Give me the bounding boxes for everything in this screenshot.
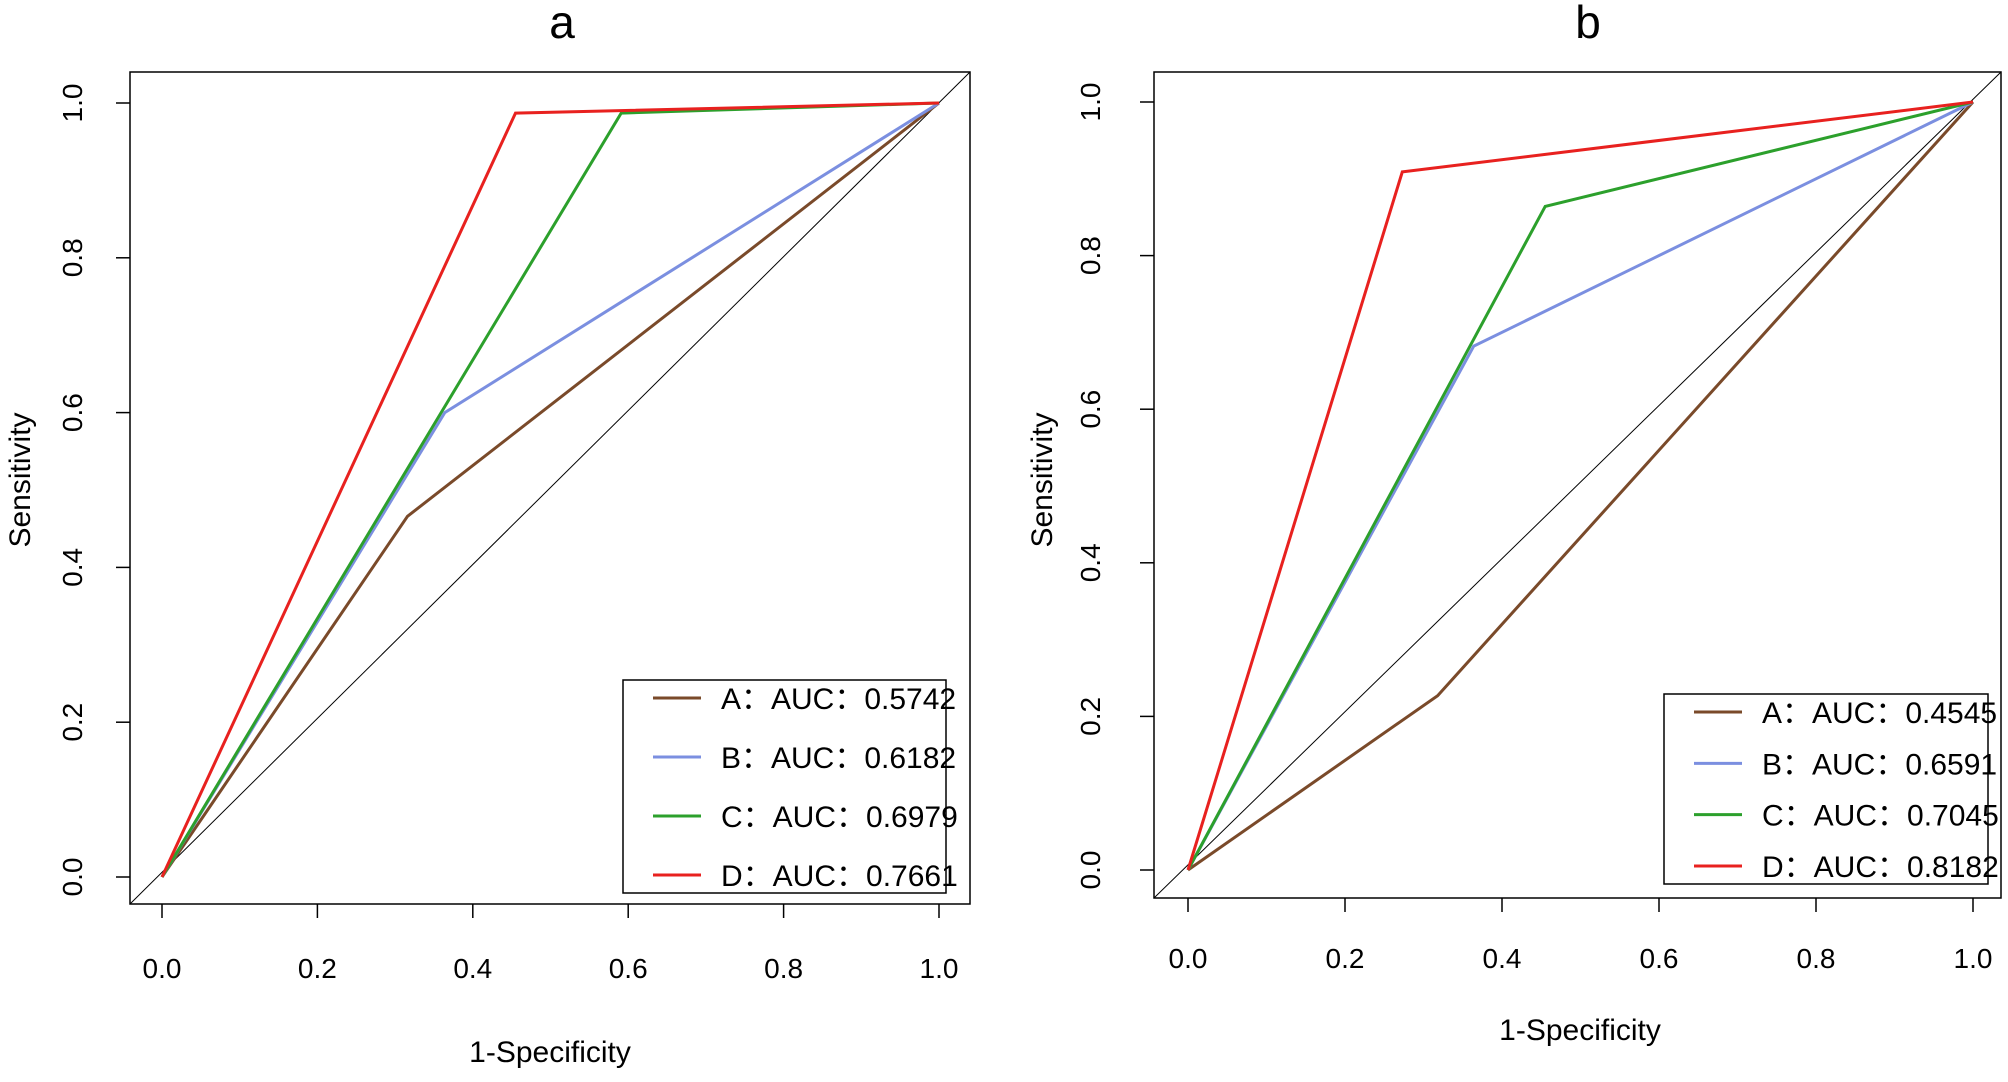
y-tick-label: 0.2 bbox=[57, 703, 88, 742]
y-tick-label: 0.2 bbox=[1075, 697, 1106, 736]
legend-entry: C：AUC：0.6979 bbox=[721, 801, 958, 834]
legend-box bbox=[1663, 693, 1989, 885]
x-tick-label: 0.4 bbox=[1483, 943, 1522, 974]
plot-frame bbox=[129, 71, 971, 905]
legend-box bbox=[622, 679, 947, 894]
x-tick-label: 0.0 bbox=[1169, 943, 1208, 974]
panel-title: b bbox=[1575, 0, 1601, 48]
y-tick-label: 0.4 bbox=[1075, 543, 1106, 582]
y-axis-label: Sensitivity bbox=[4, 412, 37, 547]
y-tick-label: 0.0 bbox=[57, 858, 88, 897]
x-tick-label: 1.0 bbox=[1954, 943, 1993, 974]
roc-panel-b: b 0.0 0.2 0.4 0.6 0.8 1.0 0.0 0.2 0.4 0.6 0.8 1.0 1-S… bbox=[1026, 0, 2002, 1047]
legend: A：AUC：0.4545 B：AUC：0.6591 C：AUC：0.7045 D：AU… bbox=[1663, 693, 1999, 885]
x-tick-label: 1.0 bbox=[920, 953, 959, 984]
x-tick-label: 0.8 bbox=[764, 953, 803, 984]
y-tick-label: 0.4 bbox=[57, 548, 88, 587]
y-tick-label: 1.0 bbox=[57, 84, 88, 123]
x-tick-label: 0.6 bbox=[609, 953, 648, 984]
x-tick-label: 0.2 bbox=[1326, 943, 1365, 974]
y-tick-label: 0.6 bbox=[57, 393, 88, 432]
roc-line-series-4 bbox=[160, 101, 940, 878]
roc-line-series-3 bbox=[1186, 100, 1974, 871]
legend-entry: A：AUC：0.4545 bbox=[1762, 697, 1997, 730]
legend: A：AUC：0.5742 B：AUC：0.6182 C：AUC：0.6979 D：AU… bbox=[622, 679, 958, 894]
y-tick-label: 1.0 bbox=[1075, 83, 1106, 122]
plot-frame bbox=[1153, 71, 2002, 899]
y-tick-label: 0.6 bbox=[1075, 390, 1106, 429]
panel-title: a bbox=[549, 0, 575, 48]
roc-panel-a: a 0.0 0.2 0.4 0.6 0.8 1.0 0.0 0.2 0.4 0.6 0.8 1.0 1-S… bbox=[4, 0, 971, 1069]
reference-diagonal bbox=[129, 71, 971, 905]
x-tick-label: 0.4 bbox=[453, 953, 492, 984]
legend-entry: A：AUC：0.5742 bbox=[721, 683, 956, 716]
legend-entry: C：AUC：0.7045 bbox=[1762, 800, 1999, 833]
x-tick-label: 0.8 bbox=[1797, 943, 1836, 974]
y-tick-label: 0.8 bbox=[57, 238, 88, 277]
y-tick-label: 0.8 bbox=[1075, 236, 1106, 275]
legend-entry: B：AUC：0.6182 bbox=[721, 742, 956, 775]
roc-line-series-4 bbox=[1186, 100, 1974, 871]
legend-entry: D：AUC：0.8182 bbox=[1762, 851, 1999, 884]
legend-entry: B：AUC：0.6591 bbox=[1762, 748, 1997, 781]
x-axis-label: 1-Specificity bbox=[469, 1036, 631, 1069]
x-tick-label: 0.0 bbox=[143, 953, 182, 984]
reference-diagonal bbox=[1153, 71, 2002, 899]
x-tick-label: 0.2 bbox=[298, 953, 337, 984]
y-axis-label: Sensitivity bbox=[1026, 412, 1059, 547]
x-tick-label: 0.6 bbox=[1640, 943, 1679, 974]
roc-line-series-1 bbox=[1187, 100, 1975, 872]
legend-entry: D：AUC：0.7661 bbox=[721, 860, 958, 893]
roc-line-series-1 bbox=[160, 101, 940, 878]
y-tick-label: 0.0 bbox=[1075, 851, 1106, 890]
x-axis-label: 1-Specificity bbox=[1499, 1014, 1661, 1047]
